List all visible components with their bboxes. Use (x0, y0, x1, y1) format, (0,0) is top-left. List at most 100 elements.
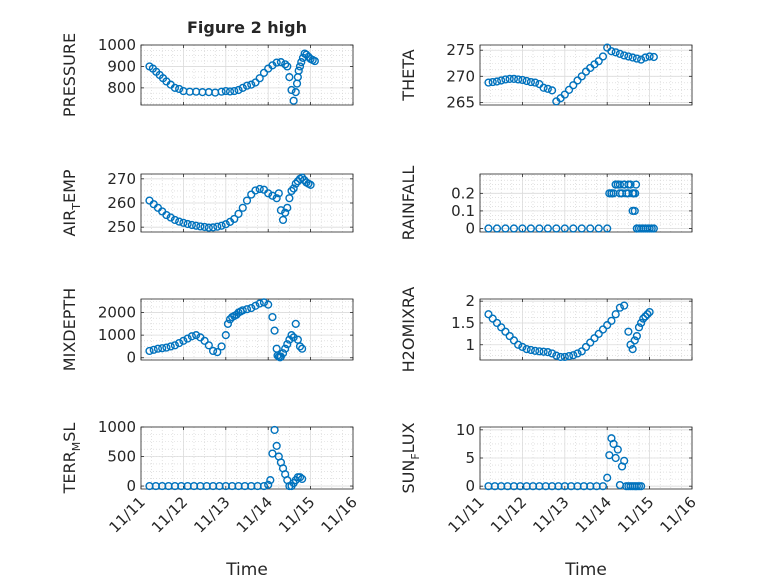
data-point (200, 222, 209, 232)
data-point (276, 58, 286, 67)
data-point (285, 194, 294, 203)
data-point (183, 219, 192, 229)
data-point (547, 86, 557, 95)
data-point (187, 220, 196, 230)
data-point (213, 347, 222, 357)
data-point (264, 300, 273, 309)
data-point (259, 481, 269, 491)
data-point (289, 333, 298, 342)
data-point (620, 301, 629, 310)
data-point (543, 348, 552, 357)
data-point (611, 453, 620, 463)
data-point (153, 344, 163, 353)
y-tick-label: 1000 (98, 36, 136, 54)
data-point (230, 86, 239, 96)
data-point (175, 84, 184, 94)
data-point (581, 342, 591, 352)
y-axis-label: SUNFLUX (399, 422, 422, 493)
data-point (522, 345, 531, 354)
data-point (641, 312, 650, 321)
y-tick-label: 5 (465, 449, 475, 467)
data-point (242, 81, 252, 90)
data-point (266, 476, 275, 485)
y-axis-label: MIXDEPTH (60, 288, 79, 371)
y-tick-label: 0 (465, 219, 475, 237)
data-point (552, 224, 561, 233)
data-point (615, 303, 625, 312)
data-point (639, 314, 648, 323)
data-point (179, 218, 188, 227)
data-point (298, 474, 307, 484)
y-tick-label: 0.2 (451, 184, 475, 202)
data-point (289, 96, 298, 105)
data-point (251, 78, 260, 87)
data-point (170, 341, 180, 350)
x-tick-label: 11/16 (318, 493, 361, 536)
data-point (297, 58, 306, 67)
y-tick-label: 1 (465, 336, 475, 354)
axes-air-temp: 250 260 270 AIRTEMP (60, 169, 354, 237)
data-point (603, 473, 612, 482)
data-point (598, 52, 608, 61)
data-point (552, 351, 561, 360)
data-point (213, 222, 222, 231)
data-series (145, 298, 307, 362)
data-point (204, 223, 213, 232)
y-tick-label: 1.5 (451, 314, 475, 332)
data-point (187, 332, 196, 341)
x-axis-label: Time (225, 560, 268, 580)
data-point (259, 68, 269, 77)
data-point (594, 329, 603, 338)
data-point (225, 87, 235, 96)
data-point (281, 60, 290, 69)
data-point (628, 345, 637, 354)
data-point (175, 217, 184, 226)
data-point (238, 83, 247, 92)
y-tick-label: 275 (446, 41, 475, 59)
data-point (217, 342, 226, 351)
data-point (295, 473, 305, 482)
data-point (287, 331, 296, 340)
y-tick-label: 900 (107, 57, 136, 75)
data-point (283, 203, 292, 212)
axes-h2omixra: 1 1.5 2 H2OMIXRA (399, 287, 693, 372)
data-point (298, 344, 307, 353)
data-point (234, 209, 243, 218)
data-point (264, 480, 273, 489)
axes-box (140, 298, 354, 361)
data-point (643, 310, 652, 319)
data-point (238, 306, 247, 315)
data-point (632, 331, 641, 341)
axes-sun-flux: 11/11 11/12 11/13 11/14 11/15 11/16 0 5 10 SUNFLU… (399, 421, 700, 580)
data-point (615, 180, 625, 189)
data-point (492, 77, 502, 86)
x-tick-label: 11/11 (445, 493, 488, 536)
x-tick-label: 11/11 (106, 493, 149, 536)
data-point (560, 90, 569, 99)
data-point (514, 340, 523, 349)
data-point (192, 221, 201, 230)
data-point (204, 341, 213, 350)
data-point (634, 323, 644, 332)
data-point (247, 80, 256, 89)
data-point (488, 77, 497, 87)
data-point (526, 224, 535, 233)
data-point (631, 180, 641, 189)
data-point (251, 301, 260, 310)
data-point (285, 335, 294, 344)
data-point (543, 224, 552, 233)
x-tick-label: 11/13 (529, 493, 572, 536)
data-point (217, 87, 226, 96)
data-point (488, 314, 497, 323)
data-point (637, 482, 646, 491)
data-point (149, 345, 158, 354)
y-tick-label: 10 (456, 421, 475, 439)
data-point (497, 323, 506, 332)
data-point (590, 334, 599, 343)
y-tick-label: 1000 (98, 326, 136, 344)
data-point (294, 66, 303, 75)
y-tick-label: 2 (465, 292, 475, 310)
data-point (594, 224, 603, 233)
data-point (607, 189, 616, 198)
